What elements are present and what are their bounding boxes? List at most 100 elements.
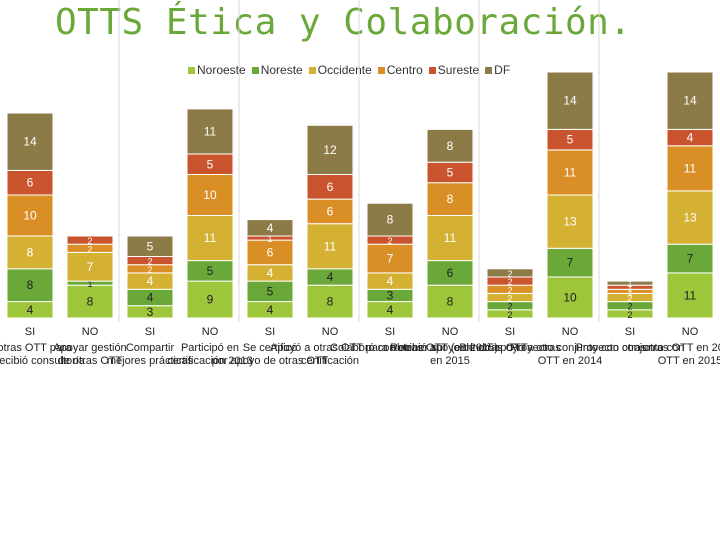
- group-label-line: mejores prácticas: [106, 355, 194, 367]
- group-label-line: Proyecto conjunto con: [575, 342, 685, 354]
- group-label-line: a otras OTT para: [0, 342, 72, 354]
- data-label: 10: [203, 188, 217, 202]
- data-label: 2: [507, 277, 512, 287]
- data-label: 11: [564, 165, 577, 179]
- bar-segment-df: [306, 124, 354, 176]
- data-label: 11: [444, 231, 457, 245]
- data-label: 4: [387, 274, 394, 288]
- group-label-line: Recibió apoyo de otras OTT: [390, 342, 528, 354]
- bar-segment-noreste: [6, 268, 54, 303]
- legend-swatch: [428, 66, 436, 74]
- data-label: 4: [687, 131, 694, 145]
- bar-segment-noroeste: [306, 284, 354, 319]
- group-label-line: otras OTT en 2015: [643, 342, 720, 354]
- bar-segment-noroeste: [426, 284, 474, 319]
- data-label: 2: [507, 302, 512, 312]
- data-label: 6: [327, 180, 334, 194]
- data-label: 8: [387, 213, 394, 227]
- data-label: 8: [447, 295, 454, 309]
- group-label-line: Se certificó: [242, 342, 298, 354]
- group-label-line: certificación 2013: [167, 355, 253, 367]
- bar-segment-df: [426, 128, 474, 163]
- data-label: 2: [627, 294, 632, 304]
- bar-stack-6: 8 4 11 6 6 12: [306, 124, 354, 319]
- bar-segment-noroeste: [186, 280, 234, 319]
- data-label: 2: [507, 285, 512, 295]
- data-label: 4: [267, 303, 274, 317]
- data-label: 1: [267, 234, 272, 244]
- group-label: Recibió apoyo de otras OTT en 2015: [390, 342, 528, 368]
- data-label: 11: [684, 161, 697, 175]
- data-label: 4: [267, 221, 274, 235]
- data-label: 9: [207, 293, 214, 307]
- bar-segment-df: [246, 219, 294, 237]
- legend-label: DF: [494, 63, 511, 77]
- bar-segment-centro: [6, 194, 54, 237]
- bar-segment-centro: [306, 198, 354, 225]
- data-label: 12: [323, 143, 337, 157]
- data-label: 11: [204, 124, 217, 138]
- group-label: Se certificó por apoyo de otras OTT: [210, 342, 330, 368]
- bar-segment-centro: [366, 243, 414, 274]
- x-tick-label: NO: [82, 326, 99, 338]
- bar-segment-noroeste: [66, 284, 114, 319]
- data-label: 10: [563, 291, 577, 305]
- data-label: 11: [204, 231, 217, 245]
- data-label: 5: [207, 264, 214, 278]
- data-label: 2: [87, 244, 92, 254]
- data-label: 8: [327, 295, 334, 309]
- group-label-line: Apoyar gestión: [53, 342, 127, 354]
- bar-segment-sureste: [6, 169, 54, 196]
- bar-segment-sureste: [66, 235, 114, 245]
- data-label: 7: [687, 252, 694, 266]
- group-label-line: OTT en 2015: [657, 355, 720, 367]
- data-label: 2: [147, 265, 152, 275]
- x-tick-label: SI: [505, 326, 515, 338]
- data-label: 14: [563, 94, 577, 108]
- gridlines: [118, 0, 600, 322]
- data-label: 8: [27, 245, 34, 259]
- bar-segment-df: [366, 202, 414, 237]
- data-label: 4: [147, 274, 154, 288]
- data-label: 10: [23, 209, 37, 223]
- group-label: Apoyar gestión de otras OTT: [30, 342, 150, 368]
- legend-label: Occidente: [317, 63, 372, 77]
- legend-label: Noreste: [260, 63, 303, 77]
- group-label: Compartir mejores prácticas: [90, 342, 210, 368]
- data-label: 6: [267, 245, 274, 259]
- data-label: 8: [447, 139, 454, 153]
- group-label-line: por apoyo de otras OTT: [211, 355, 329, 367]
- x-tick-label: NO: [682, 326, 699, 338]
- category-group-labels: a otras OTT paraTT Recibió consultoríaAp…: [0, 338, 720, 374]
- bar-stack-8: 8 6 11 8 5 8: [426, 128, 474, 319]
- legend-item-noroeste: Noroeste: [188, 62, 246, 78]
- bar-segment-sureste: [306, 174, 354, 200]
- bar-segment-df: [606, 280, 654, 286]
- data-label: 4: [327, 270, 334, 284]
- legend-label: Centro: [386, 63, 423, 77]
- bar-segment-df: [126, 235, 174, 257]
- bar-segment-occidente: [306, 223, 354, 270]
- bar-segment-centro: [426, 182, 474, 216]
- data-label: 7: [567, 256, 574, 270]
- bar-stack-10: 10 7 13 11 5 14: [546, 71, 594, 319]
- bar-segment-occidente: [546, 194, 594, 249]
- bar-segment-noroeste: [666, 272, 714, 319]
- group-label-line: certificación: [300, 355, 360, 367]
- group-label-line: TT Recibió consultoría: [0, 355, 85, 367]
- group-label: Brindó apoyo a otras: [450, 342, 570, 355]
- legend-swatch: [485, 66, 493, 74]
- data-label: 6: [447, 266, 454, 280]
- data-label: 2: [507, 310, 512, 320]
- legend-item-sureste: Sureste: [428, 62, 479, 78]
- bar-stack-12: 11 7 13 11 4 14: [666, 71, 714, 319]
- x-tick-label: SI: [25, 326, 35, 338]
- bar-segment-df: [186, 108, 234, 155]
- bar-segment-occidente: [666, 190, 714, 245]
- bar-segment-noreste: [666, 243, 714, 274]
- group-label-line: Participó en: [180, 342, 240, 354]
- data-label: 2: [507, 269, 512, 279]
- chart-title: OTTS Ética y Colaboración.: [55, 2, 632, 43]
